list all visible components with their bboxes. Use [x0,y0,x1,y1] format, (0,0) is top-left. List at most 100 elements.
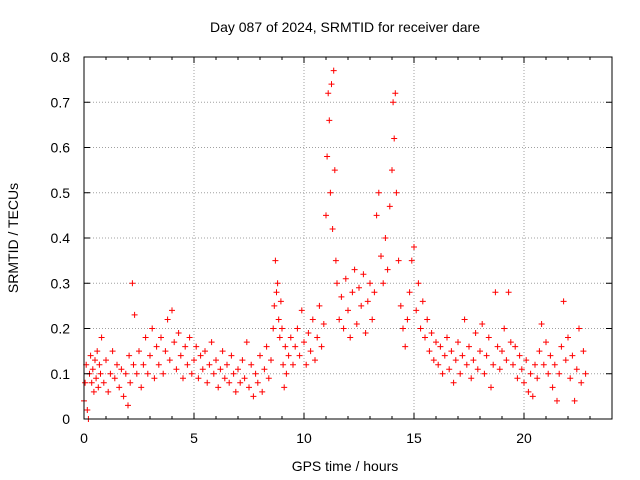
data-point [483,352,490,359]
data-point [228,352,235,359]
data-point [125,402,131,409]
data-point [197,352,204,359]
data-point [202,348,208,355]
data-point [282,343,289,350]
data-point [320,320,327,327]
data-point [283,370,290,377]
data-point [569,352,576,359]
data-point [347,334,354,341]
x-tick-label: 5 [190,430,198,446]
data-point [342,275,349,282]
data-point [565,334,571,341]
data-point [188,370,195,377]
data-point [204,379,211,386]
data-point [558,343,565,350]
data-point [277,298,284,305]
data-point [126,352,133,359]
data-point [290,361,296,368]
data-point [457,370,464,377]
data-point [296,352,303,359]
data-point [206,361,213,368]
data-point [463,361,470,368]
data-point [127,379,134,386]
data-point [226,379,233,386]
data-point [90,388,97,395]
data-point [173,366,180,373]
data-point [241,375,248,382]
data-point [309,316,316,323]
data-point [375,189,382,196]
data-point [367,280,373,287]
x-tick-label: 0 [80,430,88,446]
data-point [237,379,244,386]
x-tick-label: 10 [296,430,312,446]
data-point [448,348,455,355]
data-point [98,334,105,341]
data-point [470,357,477,364]
data-point [358,302,365,309]
data-point [488,384,494,391]
data-point [580,348,587,355]
data-point [556,370,563,377]
data-point [114,361,120,368]
data-point [97,370,104,377]
data-point [191,357,197,364]
data-point [175,330,182,337]
data-point [147,352,153,359]
data-point [400,325,406,332]
data-point [151,375,158,382]
data-point [144,370,151,377]
data-point [518,366,525,373]
data-point [138,384,145,391]
data-point [336,316,343,323]
data-point [505,289,512,296]
data-point [303,361,310,368]
data-point [87,352,94,359]
data-point [554,397,560,404]
data-point [551,361,558,368]
data-point [276,334,283,341]
y-tick-label: 0.2 [51,321,71,337]
y-axis-label: SRMTID / TECUs [5,183,21,293]
data-point [235,366,241,373]
data-point [88,379,95,386]
data-point [549,384,556,391]
data-point [503,357,510,364]
data-point [532,361,538,368]
data-point [360,271,367,278]
data-point [477,348,483,355]
data-point [327,189,334,196]
data-point [386,203,393,210]
data-point [496,366,503,373]
data-point [274,280,281,287]
data-point [164,316,171,323]
data-point [100,379,107,386]
data-point [384,266,391,273]
data-point [417,325,424,332]
data-point [328,81,335,88]
data-point [257,352,263,359]
data-point [393,189,400,196]
data-point [324,153,331,160]
data-point [543,339,549,346]
grid-layer [84,57,612,419]
data-point [217,366,224,373]
data-point [433,339,439,346]
data-point [578,379,585,386]
data-point [450,379,457,386]
data-point [349,289,356,296]
data-point [316,302,323,309]
data-point [166,357,173,364]
x-axis-label: GPS time / hours [292,458,399,474]
data-point [380,280,387,287]
data-point [428,330,435,337]
data-point [281,384,288,391]
data-point [246,384,252,391]
data-point [155,361,162,368]
data-point [294,325,301,332]
data-point [389,167,395,174]
data-point [426,348,433,355]
data-point [521,379,527,386]
data-point [96,361,103,368]
